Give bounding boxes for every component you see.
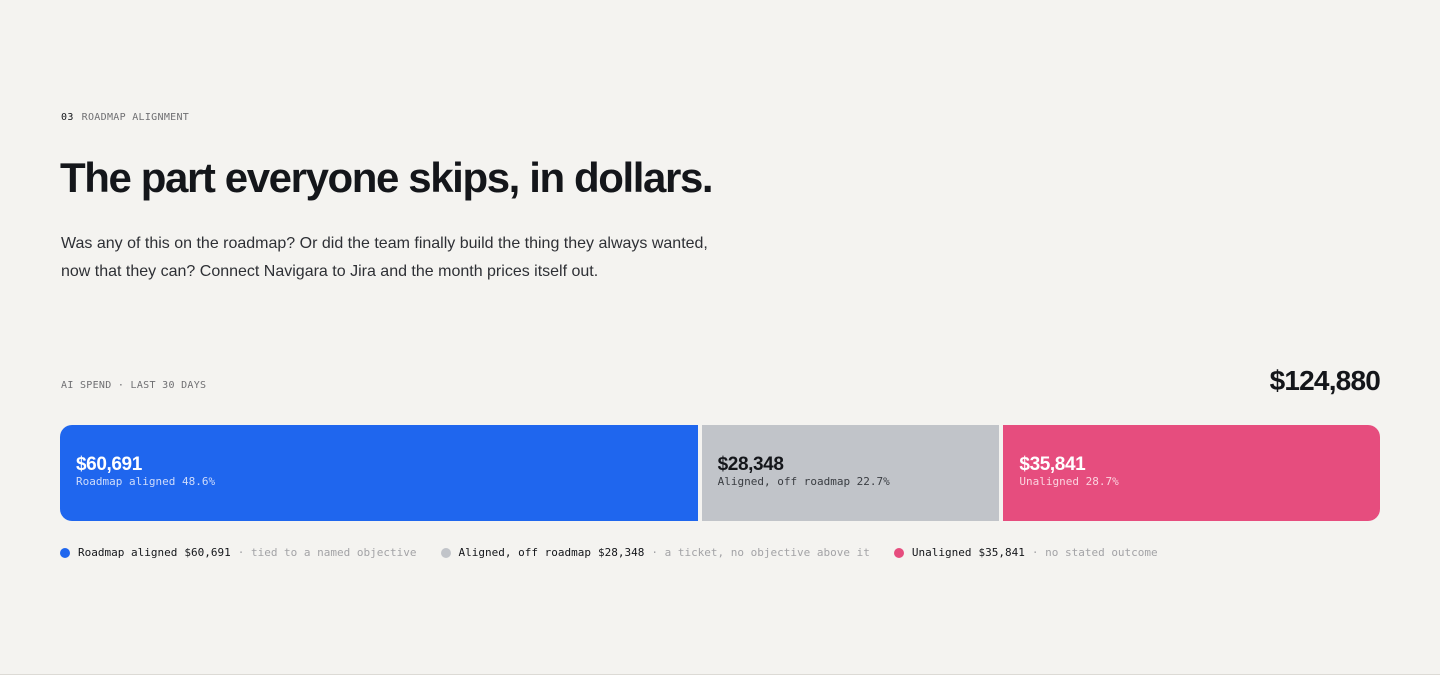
spend-stacked-bar: $60,691 Roadmap aligned 48.6% $28,348 Align…	[60, 425, 1380, 521]
segment-label-aligned-off-roadmap: Aligned, off roadmap 22.7%	[717, 475, 890, 488]
legend-note: · a ticket, no objective above it	[651, 546, 870, 559]
legend-value: $60,691	[184, 546, 231, 559]
section-eyebrow-label: ROADMAP ALIGNMENT	[81, 112, 190, 123]
legend-name: Aligned, off roadmap	[458, 546, 591, 559]
spend-total: $124,880	[1269, 365, 1381, 396]
legend-item-unaligned: Unaligned $35,841 · no stated outcome	[893, 544, 1158, 562]
section-number: 03	[61, 112, 74, 123]
legend-dot-icon	[893, 548, 904, 558]
section-title: The part everyone skips, in dollars.	[60, 154, 714, 201]
legend-note: · no stated outcome	[1031, 546, 1158, 559]
segment-label-unaligned: Unaligned 28.7%	[1019, 475, 1119, 488]
section-lede: Was any of this on the roadmap? Or did t…	[61, 235, 708, 280]
legend-dot-icon	[60, 548, 70, 558]
legend-item-roadmap-aligned: Roadmap aligned $60,691 · tied to a named …	[60, 544, 417, 562]
bar-segment-aligned-off-roadmap: $28,348 Aligned, off roadmap 22.7%	[701, 425, 1000, 521]
legend-item-aligned-off-roadmap: Aligned, off roadmap $28,348 · a ticket, n…	[440, 544, 870, 562]
legend-name: Roadmap aligned	[78, 546, 178, 559]
spend-legend: Roadmap aligned $60,691 · tied to a named …	[60, 544, 1182, 562]
section-eyebrow: 03 ROADMAP ALIGNMENT	[61, 112, 189, 123]
segment-value-roadmap-aligned: $60,691	[76, 454, 142, 475]
bar-segment-roadmap-aligned: $60,691 Roadmap aligned 48.6%	[60, 425, 698, 521]
legend-value: $28,348	[597, 546, 645, 559]
legend-dot-icon	[440, 548, 451, 558]
bar-segment-unaligned: $35,841 Unaligned 28.7%	[1003, 425, 1380, 521]
legend-name: Unaligned	[911, 546, 972, 559]
segment-value-unaligned: $35,841	[1019, 454, 1086, 475]
segment-value-aligned-off-roadmap: $28,348	[717, 454, 784, 475]
legend-value: $35,841	[978, 546, 1025, 559]
legend-note: · tied to a named objective	[237, 546, 417, 559]
spend-label: AI SPEND · LAST 30 DAYS	[61, 380, 207, 391]
segment-label-roadmap-aligned: Roadmap aligned 48.6%	[76, 475, 216, 488]
